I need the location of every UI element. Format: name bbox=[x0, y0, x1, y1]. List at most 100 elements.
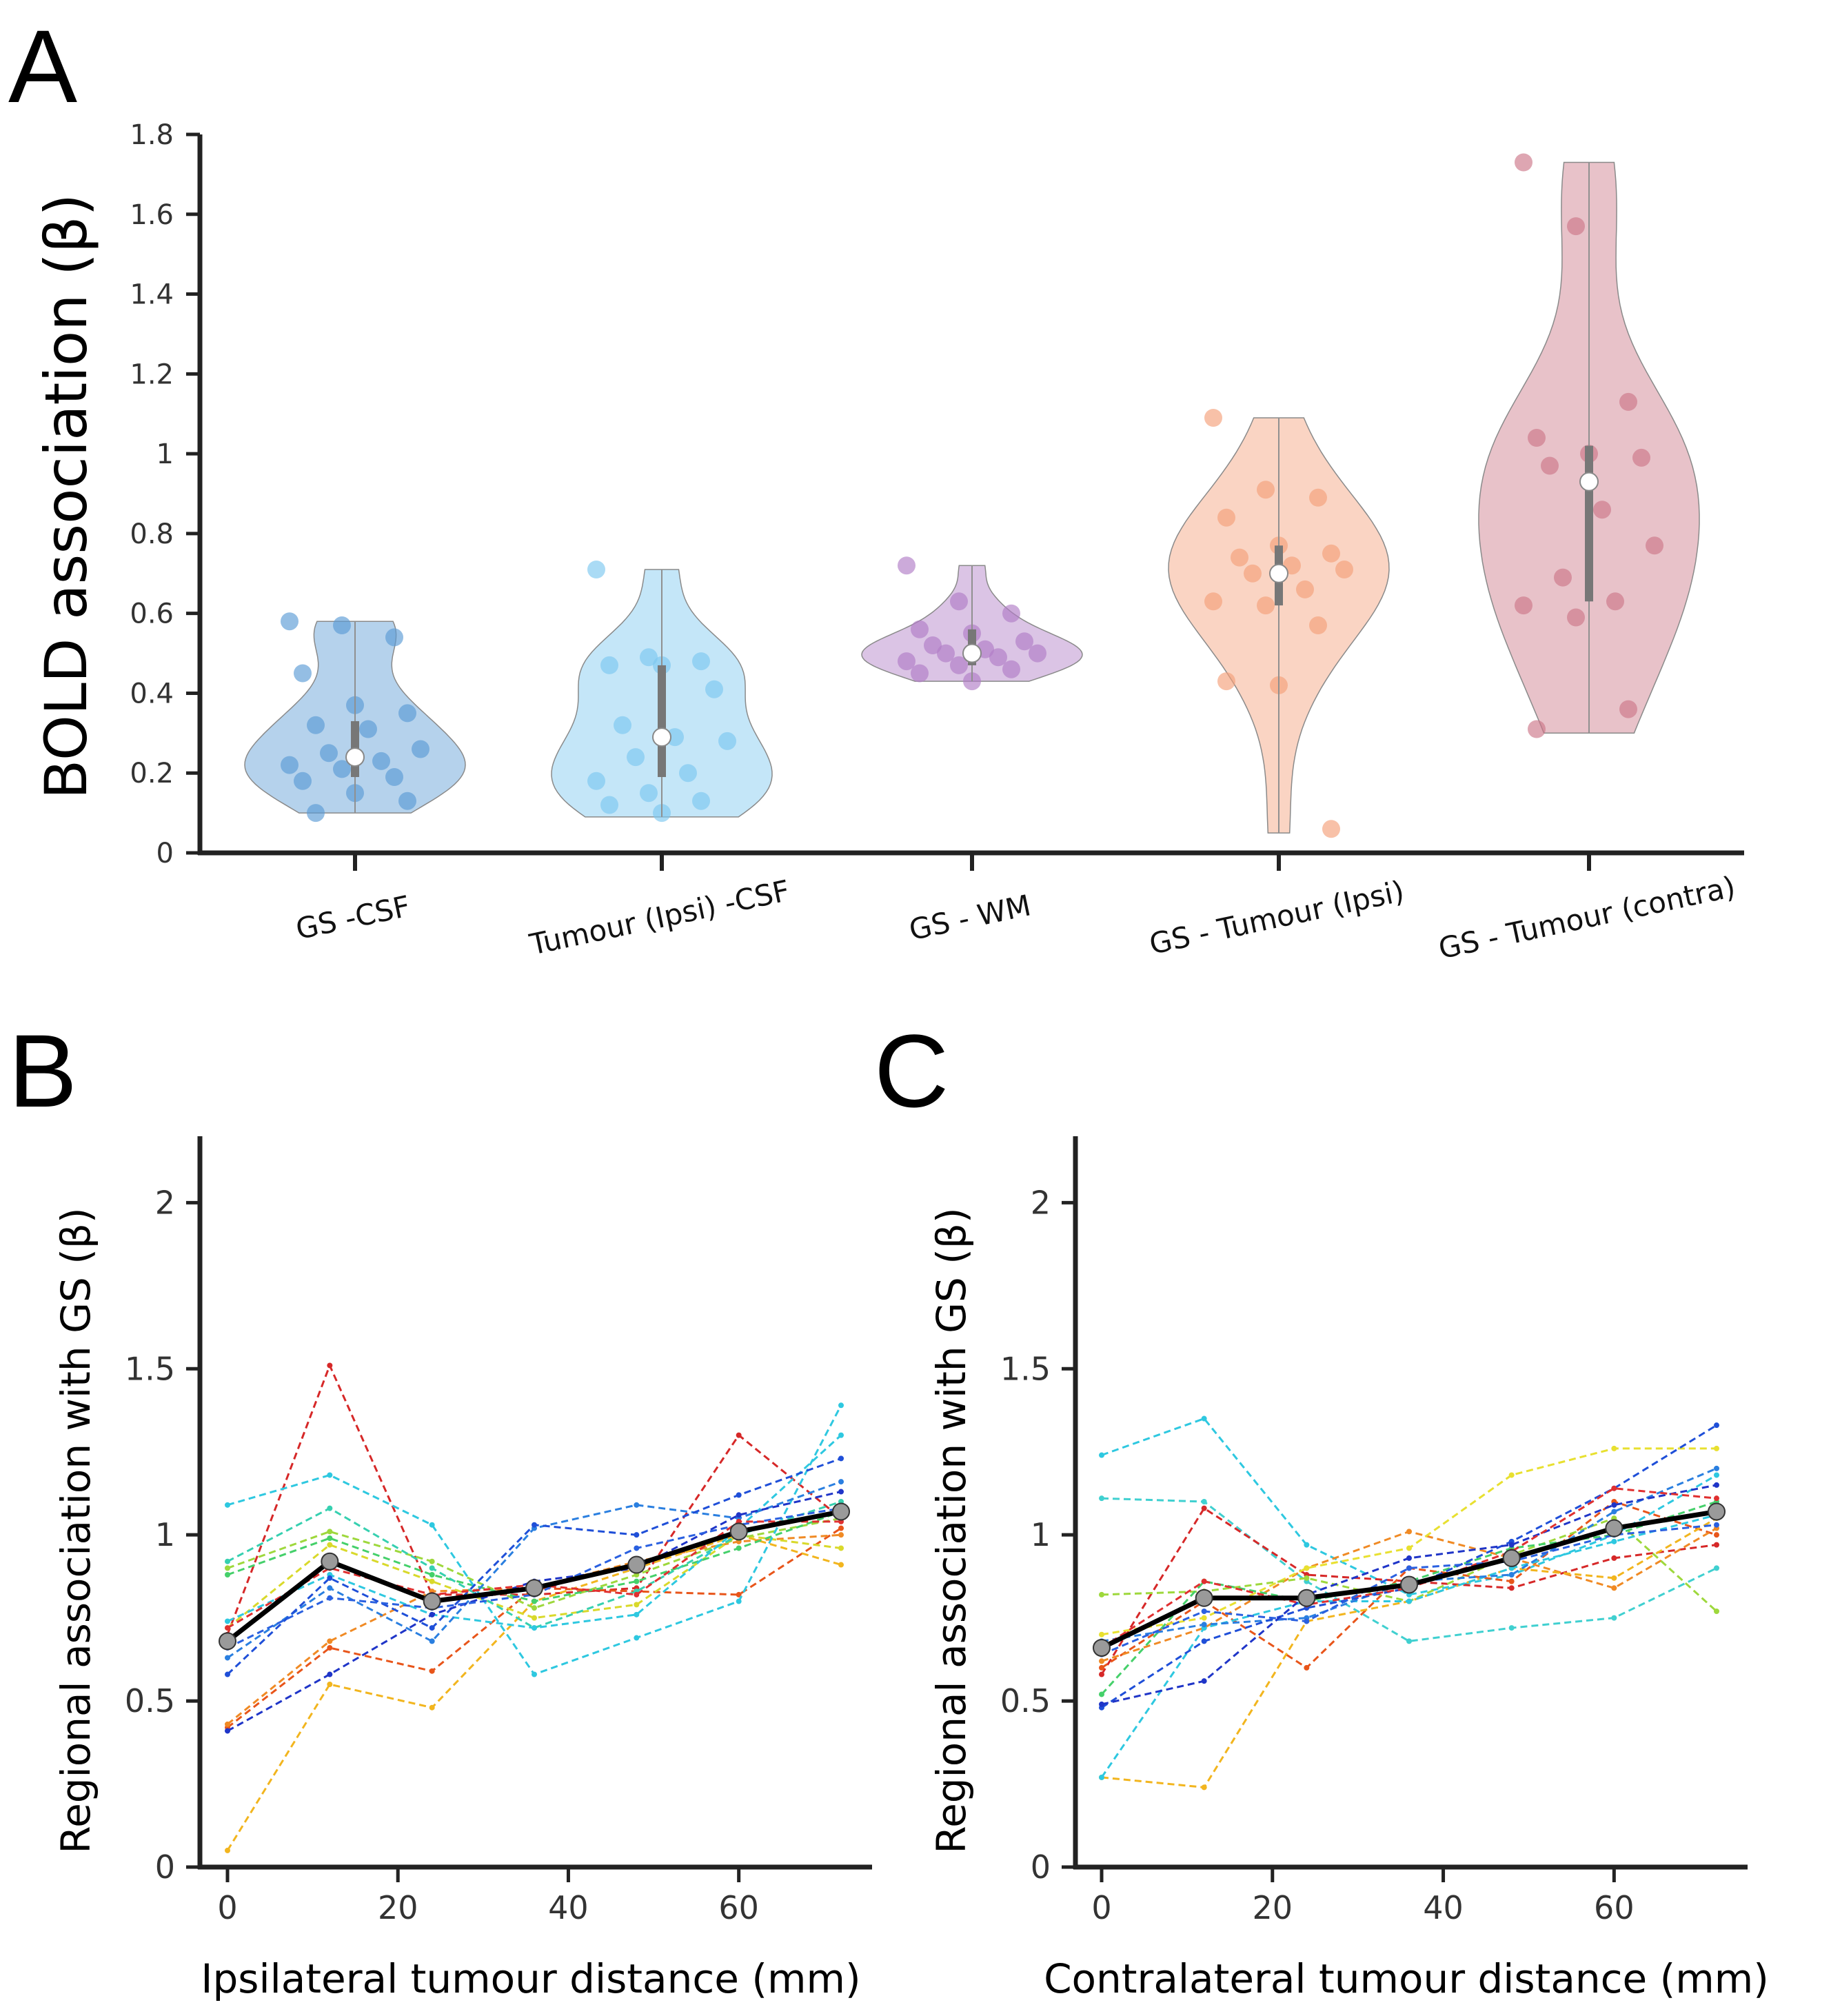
x-tick-label: 20 bbox=[1253, 1889, 1293, 1926]
subject-point bbox=[736, 1598, 742, 1604]
subject-point bbox=[1714, 1609, 1719, 1614]
category-label: GS -CSF bbox=[293, 889, 413, 946]
subject-point bbox=[1611, 1538, 1617, 1544]
subject-point bbox=[225, 1655, 230, 1661]
subject-point bbox=[1304, 1565, 1310, 1571]
data-point bbox=[937, 644, 955, 663]
data-point bbox=[385, 768, 403, 786]
data-point bbox=[1646, 536, 1663, 555]
x-tick-label: 40 bbox=[1423, 1889, 1464, 1926]
data-point bbox=[898, 556, 916, 575]
panel-label-b: B bbox=[8, 1013, 77, 1129]
data-point bbox=[1002, 660, 1020, 678]
subject-point bbox=[1714, 1472, 1719, 1478]
data-point bbox=[1204, 592, 1222, 611]
data-point bbox=[1296, 580, 1314, 598]
subject-point bbox=[1201, 1609, 1207, 1614]
y-tick-label: 1 bbox=[155, 1516, 175, 1553]
panel-label-c: C bbox=[874, 1013, 949, 1129]
subject-point bbox=[1508, 1578, 1515, 1584]
mean-point bbox=[219, 1632, 236, 1651]
y-tick-label: 1.2 bbox=[130, 359, 174, 390]
subject-point bbox=[1304, 1542, 1310, 1548]
subject-point bbox=[1714, 1532, 1719, 1538]
data-point bbox=[600, 656, 618, 674]
subject-point bbox=[1406, 1545, 1412, 1551]
category-label: GS - WM bbox=[906, 888, 1033, 947]
panel-c-x-axis-label: Contralateral tumour distance (mm) bbox=[1044, 1955, 1769, 2002]
subject-point bbox=[225, 1572, 230, 1577]
data-point bbox=[1257, 596, 1275, 615]
y-tick-label: 0.5 bbox=[1000, 1682, 1051, 1720]
subject-point bbox=[1714, 1465, 1719, 1471]
violin-plot-panel: GS -CSF Tumour (Ipsi) -CSF GS - WM GS - Tum… bbox=[32, 119, 1744, 965]
subject-point bbox=[736, 1512, 742, 1518]
data-point bbox=[1554, 568, 1572, 587]
panel-b-series bbox=[219, 1362, 850, 1853]
subject-point bbox=[1201, 1784, 1207, 1791]
subject-point bbox=[1611, 1502, 1617, 1508]
subject-point bbox=[1099, 1452, 1104, 1458]
subject-point bbox=[532, 1671, 537, 1677]
y-tick-label: 1.5 bbox=[125, 1350, 175, 1387]
x-tick-label: 0 bbox=[217, 1889, 237, 1926]
panel-b-axes: 00.511.520 20 40 60 bbox=[125, 1136, 872, 1926]
subject-point bbox=[532, 1625, 537, 1631]
subject-point bbox=[1406, 1638, 1412, 1644]
data-point bbox=[898, 652, 916, 671]
subject-point bbox=[1508, 1542, 1515, 1548]
subject-point bbox=[1611, 1585, 1617, 1591]
subject-point bbox=[838, 1402, 844, 1409]
data-point bbox=[614, 716, 631, 734]
iqr-bar bbox=[1585, 445, 1593, 602]
data-point bbox=[398, 792, 416, 810]
data-point bbox=[1231, 548, 1248, 567]
subject-point bbox=[1099, 1591, 1104, 1597]
data-point bbox=[1541, 456, 1559, 475]
median-marker bbox=[1579, 472, 1599, 492]
data-point bbox=[281, 756, 299, 774]
subject-point bbox=[1304, 1618, 1310, 1624]
mean-point bbox=[1502, 1549, 1521, 1567]
subject-point bbox=[327, 1682, 333, 1687]
data-point bbox=[1632, 448, 1650, 467]
subject-point bbox=[429, 1611, 435, 1617]
mean-point bbox=[321, 1552, 339, 1571]
data-point bbox=[640, 648, 658, 667]
data-point bbox=[1217, 508, 1235, 527]
subject-point bbox=[1611, 1509, 1617, 1515]
subject-point bbox=[1714, 1482, 1719, 1488]
data-point bbox=[692, 652, 710, 671]
data-point bbox=[1567, 608, 1585, 627]
data-point bbox=[398, 704, 416, 723]
data-point bbox=[924, 636, 942, 654]
subject-point bbox=[225, 1502, 230, 1508]
panel-c-y-axis-label: Regional association with GS (β) bbox=[928, 1207, 975, 1853]
subject-point bbox=[1406, 1565, 1412, 1571]
data-point bbox=[587, 772, 605, 790]
panel-b-x-axis-label: Ipsilateral tumour distance (mm) bbox=[201, 1955, 860, 2002]
ipsilateral-line-panel: 00.511.520 20 40 60 Regional association wi… bbox=[52, 1136, 872, 2002]
subject-point bbox=[327, 1505, 333, 1511]
y-tick-label: 0.5 bbox=[125, 1682, 175, 1720]
mean-point bbox=[1093, 1639, 1111, 1657]
subject-point bbox=[634, 1502, 640, 1508]
subject-point bbox=[327, 1645, 333, 1651]
subject-point bbox=[225, 1847, 230, 1853]
subject-point bbox=[327, 1595, 333, 1601]
data-point bbox=[1309, 616, 1327, 634]
subject-point bbox=[1201, 1678, 1207, 1684]
data-point bbox=[666, 728, 684, 747]
subject-point bbox=[1201, 1615, 1207, 1621]
subject-point bbox=[327, 1529, 333, 1535]
subject-point bbox=[634, 1578, 640, 1584]
data-point bbox=[1515, 153, 1532, 172]
y-tick-label: 2 bbox=[1031, 1184, 1051, 1221]
data-point bbox=[294, 664, 312, 683]
data-point bbox=[1567, 217, 1585, 236]
data-point bbox=[1593, 501, 1611, 519]
data-point bbox=[950, 592, 968, 611]
mean-point bbox=[627, 1555, 646, 1574]
x-tick-label: 0 bbox=[1091, 1889, 1111, 1926]
subject-point bbox=[634, 1635, 640, 1641]
